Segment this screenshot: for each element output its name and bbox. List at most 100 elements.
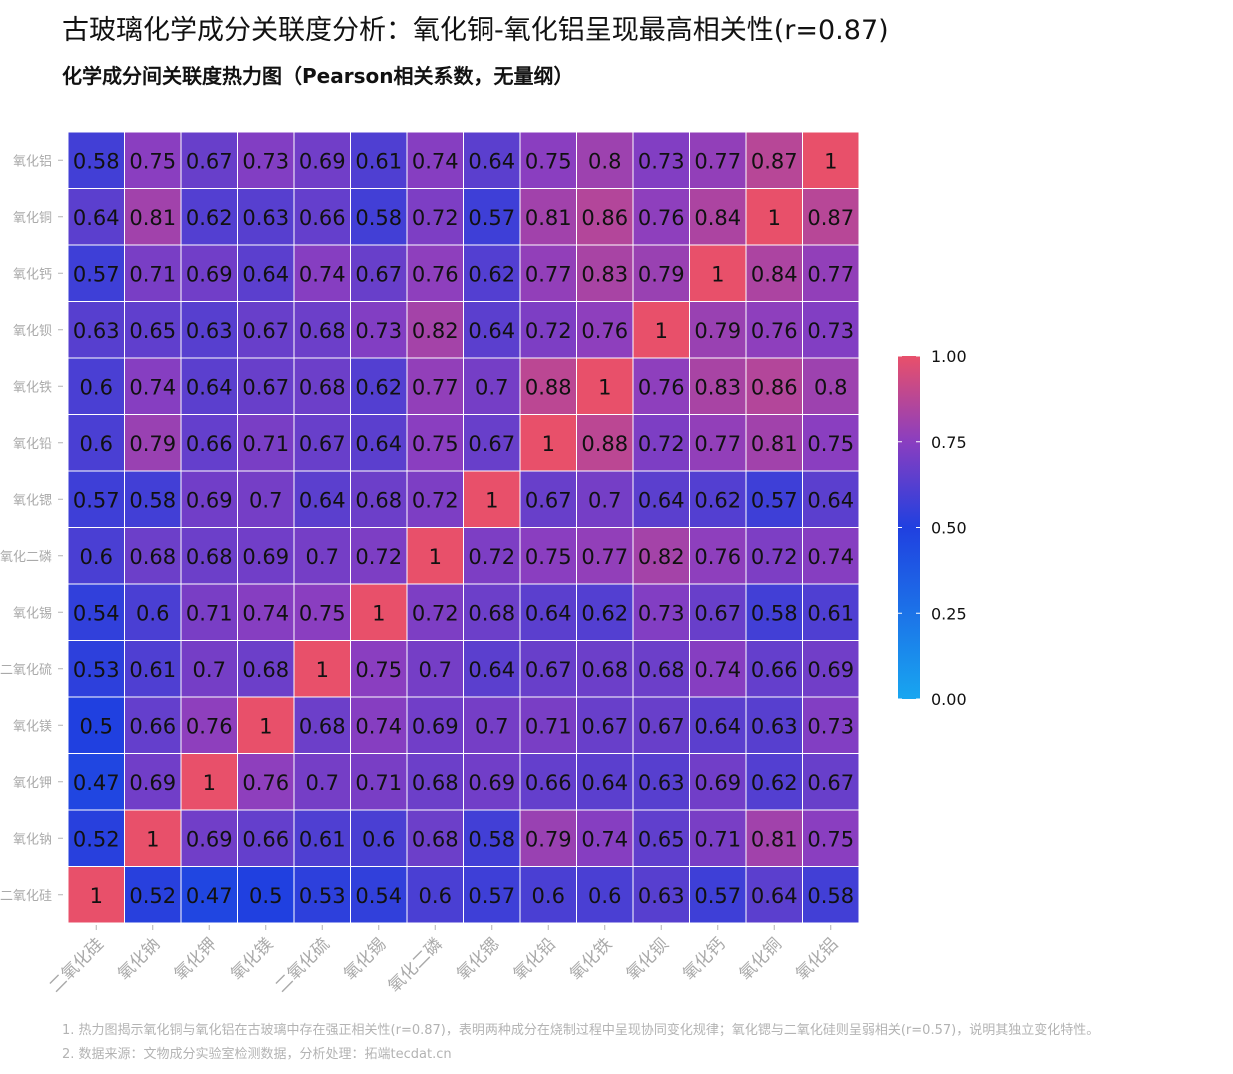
- footnote-2: 2. 数据来源：文物成分实验室检测数据，分析处理：拓端tecdat.cn: [62, 1047, 452, 1062]
- y-tick-label: 氧化铜: [13, 211, 52, 226]
- cell-label: 0.8: [814, 375, 847, 399]
- color-legend: 0.00 0.25 0.50 0.75 1.00: [898, 347, 967, 709]
- heatmap-cell: [519, 470, 577, 528]
- cell-label: 0.62: [581, 601, 628, 625]
- cell-label: 0.7: [475, 375, 508, 399]
- cell-label: 0.69: [129, 771, 176, 795]
- heatmap-cell: [180, 188, 238, 246]
- x-tick-label: 氧化锡: [340, 934, 390, 984]
- cell-label: 0.66: [129, 714, 176, 738]
- cell-label: 0.75: [355, 658, 402, 682]
- cell-label: 0.67: [581, 714, 628, 738]
- cell-label: 0.64: [751, 884, 798, 908]
- heatmap-cell: [689, 583, 747, 641]
- cell-label: 1: [768, 206, 781, 230]
- heatmap-cell: [689, 809, 747, 867]
- cell-label: 0.53: [299, 884, 346, 908]
- cell-label: 0.6: [419, 884, 452, 908]
- x-axis: 二氧化硅 氧化钠 氧化钾 氧化镁二氧化硫 氧化锡氧化二磷 氧化锶 氧化铅 氧化铁 氧化钡 氧化钙氧…: [46, 925, 842, 997]
- heatmap-cell: [745, 470, 803, 528]
- cell-label: 0.68: [299, 375, 346, 399]
- cell-label: 0.64: [468, 658, 515, 682]
- heatmap-cell: [67, 301, 125, 359]
- cell-label: 0.74: [355, 714, 402, 738]
- heatmap-cell: [632, 131, 690, 189]
- heatmap-cell: [406, 357, 464, 415]
- cell-label: 0.88: [581, 432, 628, 456]
- cell-label: 1: [824, 149, 837, 173]
- heatmap-cell: [576, 809, 634, 867]
- heatmap-cell: [576, 131, 634, 189]
- cell-label: 0.62: [751, 771, 798, 795]
- cell-label: 0.67: [807, 771, 854, 795]
- cell-label: 0.77: [694, 432, 741, 456]
- cell-label: 0.64: [242, 262, 289, 286]
- cell-label: 0.65: [638, 827, 685, 851]
- cell-label: 0.72: [751, 545, 798, 569]
- y-tick-label: 氧化钠: [13, 832, 52, 847]
- cell-label: 0.66: [751, 658, 798, 682]
- cell-label: 0.76: [242, 771, 289, 795]
- y-axis: 氧化铝氧化铜氧化钙氧化钡氧化铁氧化铅氧化锶氧化二磷氧化锡二氧化硫氧化镁氧化钾氧化…: [0, 154, 63, 904]
- heatmap-cell: [293, 640, 351, 698]
- cell-label: 0.58: [468, 827, 515, 851]
- cell-label: 0.76: [412, 262, 459, 286]
- heatmap-cell: [689, 470, 747, 528]
- cell-label: 0.5: [249, 884, 282, 908]
- heatmap-cell: [180, 583, 238, 641]
- heatmap-cells: 0.58 0.75 0.67 0.73 0.69 0.61 0.74 0.64 0.75 0.8 0…: [67, 131, 860, 924]
- cell-label: 0.66: [242, 827, 289, 851]
- cell-label: 0.67: [242, 375, 289, 399]
- cell-label: 0.66: [525, 771, 572, 795]
- cell-label: 0.61: [299, 827, 346, 851]
- cell-label: 0.71: [525, 714, 572, 738]
- cell-label: 0.6: [80, 375, 113, 399]
- heatmap-cell: [689, 301, 747, 359]
- cell-label: 0.58: [73, 149, 120, 173]
- cell-label: 0.79: [638, 262, 685, 286]
- heatmap-cell: [689, 753, 747, 811]
- cell-label: 0.7: [306, 771, 339, 795]
- cell-label: 0.81: [751, 827, 798, 851]
- heatmap-cell: [689, 696, 747, 754]
- heatmap-cell: [689, 357, 747, 415]
- y-tick-label: 氧化钙: [13, 267, 52, 282]
- x-tick-label: 二氧化硫: [272, 934, 334, 996]
- cell-label: 0.79: [694, 319, 741, 343]
- cell-label: 0.64: [581, 771, 628, 795]
- heatmap-cell: [576, 357, 634, 415]
- cell-label: 0.67: [638, 714, 685, 738]
- legend-label: 0.25: [931, 604, 967, 623]
- cell-label: 1: [372, 601, 385, 625]
- cell-label: 0.72: [412, 488, 459, 512]
- heatmap-cell: [406, 244, 464, 302]
- cell-label: 0.6: [136, 601, 169, 625]
- y-tick-label: 二氧化硫: [0, 663, 52, 678]
- heatmap-cell: [67, 414, 125, 472]
- heatmap-cell: [406, 301, 464, 359]
- heatmap-cell: [576, 470, 634, 528]
- cell-label: 0.75: [129, 149, 176, 173]
- heatmap-cell: [67, 809, 125, 867]
- cell-label: 0.61: [807, 601, 854, 625]
- cell-label: 0.63: [751, 714, 798, 738]
- cell-label: 0.69: [186, 827, 233, 851]
- cell-label: 0.72: [412, 206, 459, 230]
- cell-label: 0.71: [186, 601, 233, 625]
- x-tick-label: 氧化镁: [227, 934, 277, 984]
- cell-label: 0.67: [525, 658, 572, 682]
- cell-label: 0.72: [468, 545, 515, 569]
- cell-label: 0.57: [73, 488, 120, 512]
- cell-label: 0.76: [581, 319, 628, 343]
- x-tick-label: 氧化铅: [510, 934, 560, 984]
- y-tick-label: 氧化铁: [13, 380, 52, 395]
- cell-label: 1: [90, 884, 103, 908]
- cell-label: 1: [598, 375, 611, 399]
- cell-label: 0.64: [186, 375, 233, 399]
- cell-label: 0.82: [638, 545, 685, 569]
- heatmap-cell: [632, 809, 690, 867]
- cell-label: 0.62: [355, 375, 402, 399]
- heatmap-cell: [802, 696, 860, 754]
- cell-label: 0.74: [299, 262, 346, 286]
- heatmap-cell: [67, 583, 125, 641]
